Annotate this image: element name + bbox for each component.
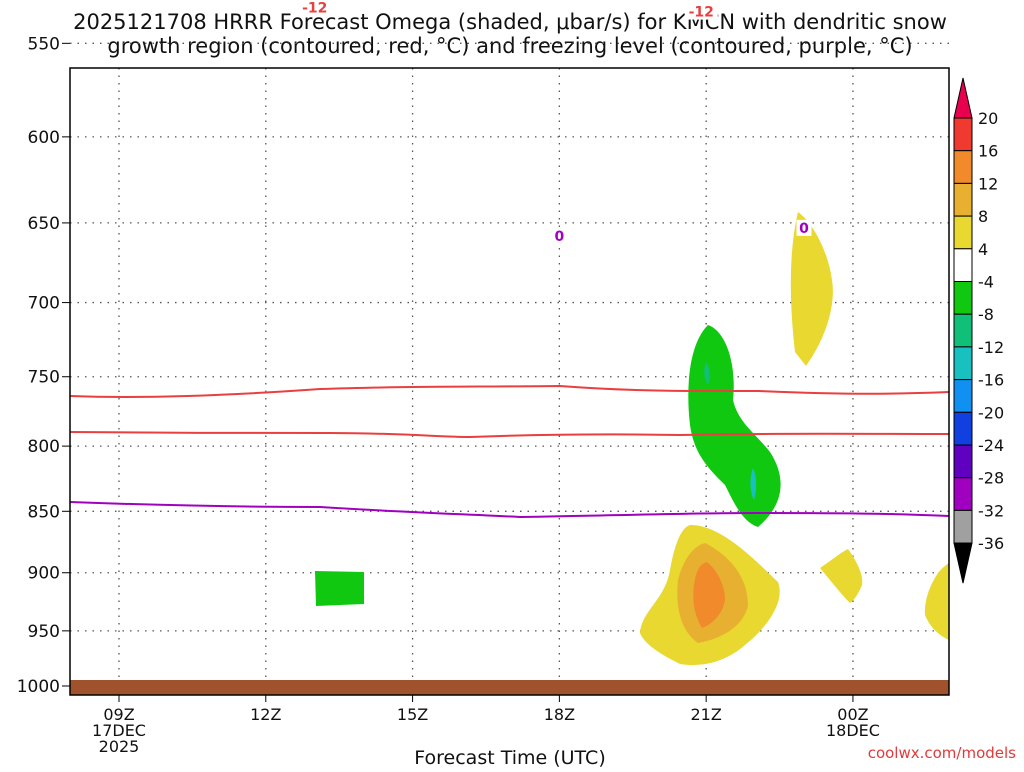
contour-label-bg bbox=[298, 0, 332, 16]
omega-yellow-upper-right bbox=[790, 212, 833, 366]
colorbar-segment bbox=[953, 346, 973, 381]
colorbar-segment bbox=[953, 444, 973, 479]
y-tick-label: 600 bbox=[28, 128, 60, 148]
x-tick-label: 18Z bbox=[544, 705, 575, 724]
colorbar-segment bbox=[953, 411, 973, 446]
colorbar-label: -20 bbox=[978, 403, 1004, 422]
colorbar-label: -4 bbox=[978, 273, 994, 292]
x-tick-label: 21Z bbox=[690, 705, 721, 724]
y-tick-label: 1000 bbox=[17, 677, 60, 697]
colorbar-label: -16 bbox=[978, 371, 1004, 390]
y-tick-label: 650 bbox=[28, 214, 60, 234]
colorbar-label: -24 bbox=[978, 436, 1004, 455]
colorbar-label: -36 bbox=[978, 534, 1004, 553]
colorbar-label: 16 bbox=[978, 142, 998, 161]
colorbar-segment bbox=[953, 313, 973, 348]
colorbar-segment bbox=[953, 182, 973, 217]
contour-freezing-level bbox=[69, 501, 950, 519]
colorbar-label: 8 bbox=[978, 207, 988, 226]
colorbar-label: 20 bbox=[978, 109, 998, 128]
colorbar-label: -8 bbox=[978, 305, 994, 324]
omega-yellow-edge-right bbox=[924, 563, 949, 640]
y-tick-label: 900 bbox=[28, 564, 60, 584]
y-tick-label: 800 bbox=[28, 437, 60, 457]
chart-title-line1: 2025121708 HRRR Forecast Omega (shaded, … bbox=[73, 10, 947, 34]
colorbar-bottom-arrow bbox=[953, 542, 973, 584]
omega-green-left-patch bbox=[315, 571, 364, 606]
plot-frame bbox=[69, 67, 950, 696]
x-tick-label: 09Z bbox=[103, 705, 134, 724]
x-tick-label: 00Z bbox=[837, 705, 868, 724]
omega-orange-core bbox=[693, 562, 725, 628]
colorbar-segment bbox=[953, 248, 973, 283]
y-tick-label: 850 bbox=[28, 502, 60, 522]
contour-label: -12 bbox=[302, 1, 327, 17]
x-tick-label: 12Z bbox=[250, 705, 281, 724]
colorbar-label: 4 bbox=[978, 240, 988, 259]
y-axis: 2503003504004505005506006507007508008509… bbox=[17, 34, 70, 697]
colorbar: 20 16 12 8 4 -4 -8 -12 -16 -20 -24 -28 -32 -36 bbox=[953, 77, 1004, 584]
colorbar-segment bbox=[953, 379, 973, 413]
colorbar-segment bbox=[953, 509, 973, 544]
y-tick-label: 750 bbox=[28, 368, 60, 388]
colorbar-label: 12 bbox=[978, 174, 998, 193]
colorbar-label: -28 bbox=[978, 469, 1004, 488]
contour-label: 0 bbox=[799, 221, 809, 237]
contour-minus12 bbox=[69, 431, 950, 439]
omega-green-main-plume bbox=[688, 325, 781, 527]
chart-title-line2: growth region (contoured, red, °C) and f… bbox=[107, 34, 912, 58]
credit-text: coolwx.com/models bbox=[868, 744, 1016, 762]
contour-label-bg bbox=[796, 219, 812, 236]
contour-label-bg bbox=[684, 3, 718, 20]
x-tick-label: 18DEC bbox=[826, 721, 880, 740]
colorbar-label: -32 bbox=[978, 501, 1004, 520]
contour-label: 0 bbox=[554, 229, 564, 245]
omega-yellow-small-right bbox=[820, 549, 863, 603]
x-tick-label: 15Z bbox=[397, 705, 428, 724]
x-tick-label: 2025 bbox=[99, 737, 140, 756]
omega-shading bbox=[315, 212, 949, 666]
ground-terrain bbox=[70, 680, 949, 695]
y-tick-label: 550 bbox=[28, 34, 60, 54]
colorbar-segment bbox=[953, 117, 973, 152]
colorbar-segment bbox=[953, 150, 973, 184]
plot-area bbox=[70, 68, 949, 695]
y-tick-label: 700 bbox=[28, 294, 60, 314]
contour-label: -12 bbox=[689, 5, 714, 21]
omega-teal-small-1 bbox=[704, 362, 710, 385]
colorbar-segment bbox=[953, 281, 973, 315]
colorbar-segment bbox=[953, 477, 973, 511]
x-tick-label: 17DEC bbox=[92, 721, 146, 740]
contour-label-bg bbox=[551, 228, 567, 245]
colorbar-label: -12 bbox=[978, 338, 1004, 357]
y-tick-label: 950 bbox=[28, 622, 60, 642]
x-axis-label: Forecast Time (UTC) bbox=[414, 747, 605, 768]
colorbar-top-arrow bbox=[953, 77, 973, 119]
colorbar-segment bbox=[953, 215, 973, 250]
omega-teal-small-2 bbox=[750, 468, 757, 500]
contour-minus18 bbox=[69, 384, 950, 398]
